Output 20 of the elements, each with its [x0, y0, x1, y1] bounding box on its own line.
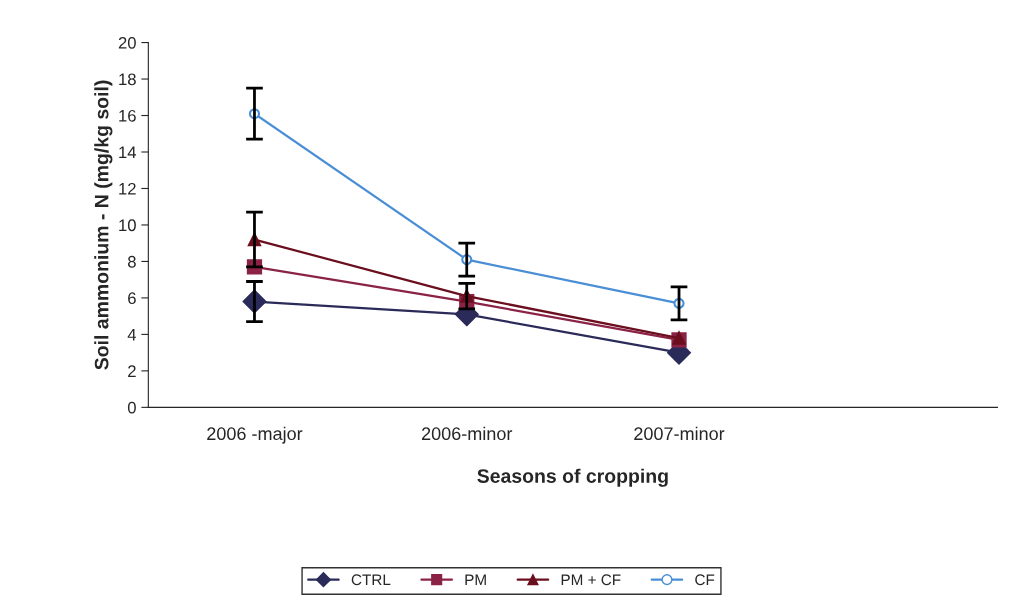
- y-tick-label: 6: [128, 292, 136, 305]
- y-tick-label: 14: [119, 146, 137, 159]
- y-tick-label: 12: [119, 182, 136, 195]
- legend-label: PM + CF: [561, 574, 621, 586]
- y-tick-label: 0: [127, 401, 136, 414]
- legend-label: PM: [465, 574, 486, 585]
- y-tick-label: 16: [119, 109, 136, 122]
- y-tick-label: 18: [119, 73, 136, 86]
- y-tick-label: 2: [128, 365, 136, 377]
- y-tick-label: 20: [118, 36, 136, 49]
- x-axis-title: Seasons of cropping: [477, 468, 668, 487]
- legend-label: CF: [695, 574, 715, 586]
- legend-label: CTRL: [351, 574, 391, 586]
- y-axis-title: Soil ammonium - N (mg/kg soil): [94, 80, 113, 370]
- y-tick-label: 10: [119, 219, 136, 232]
- y-tick-label: 8: [127, 255, 136, 268]
- x-tick-label: 2006-minor: [421, 426, 513, 441]
- x-tick-label: 2006 -major: [207, 426, 303, 444]
- y-tick-label: 4: [127, 328, 137, 341]
- x-tick-label: 2007-minor: [634, 426, 725, 441]
